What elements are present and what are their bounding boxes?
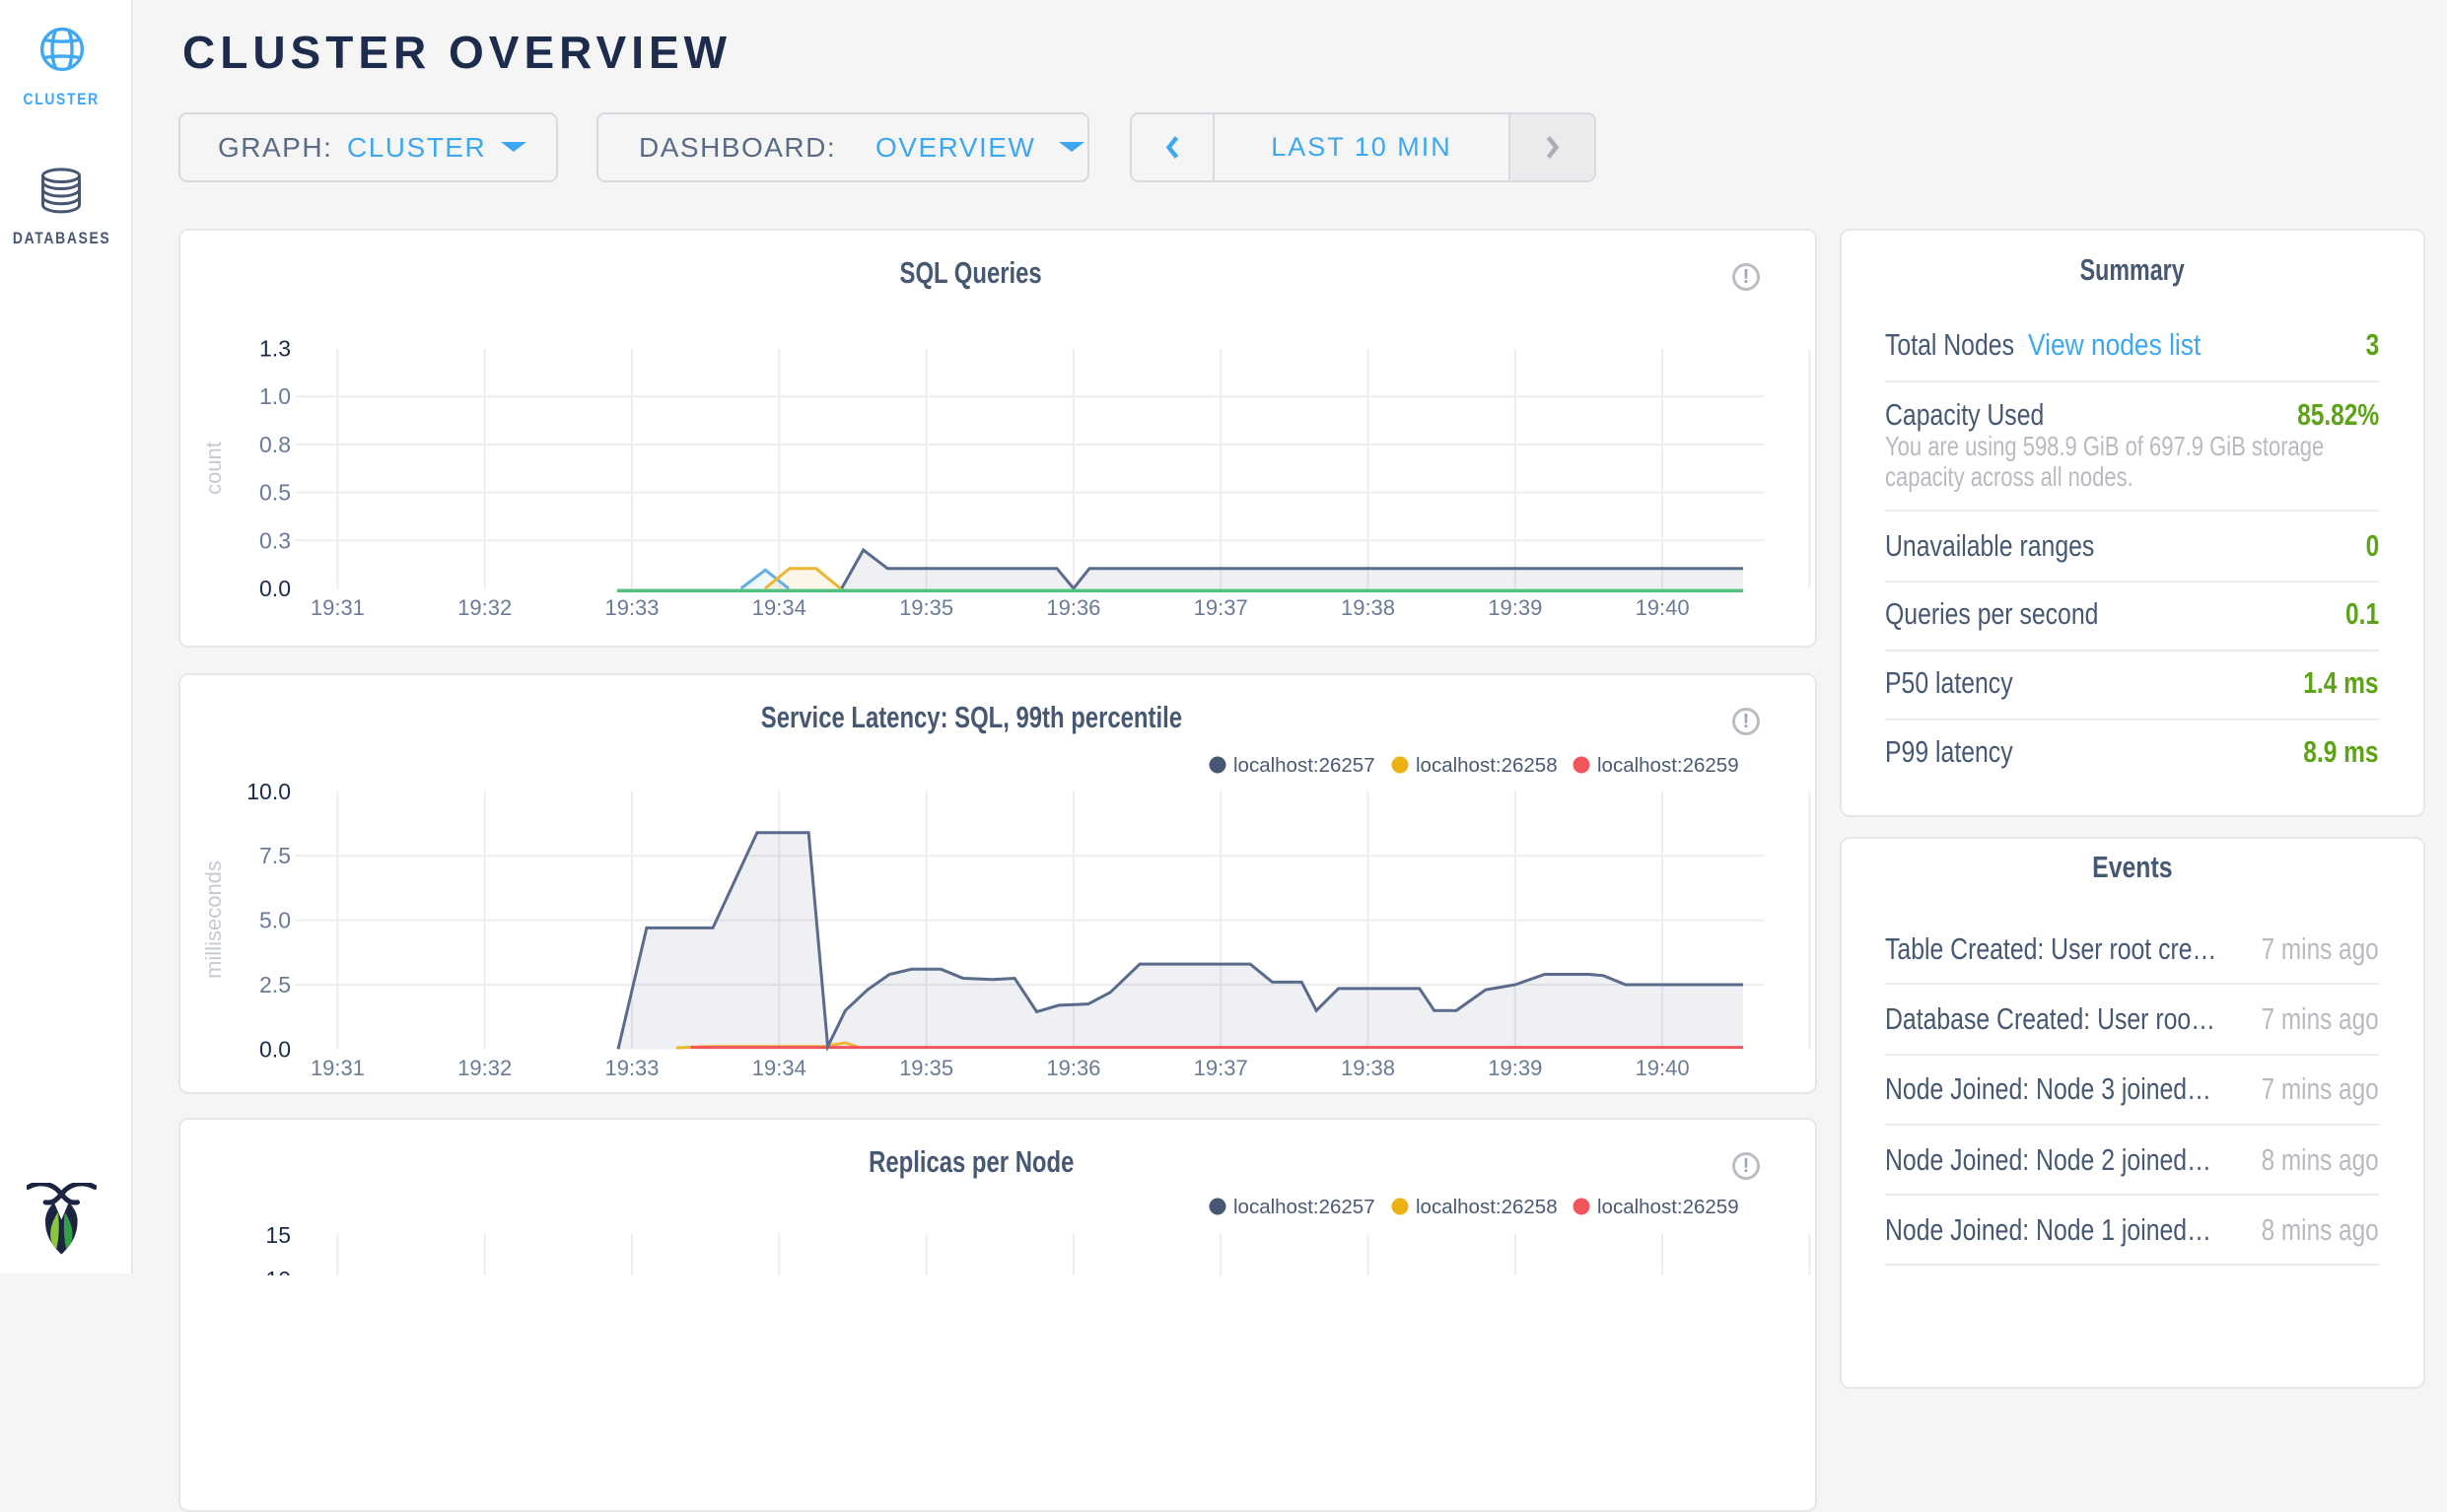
svg-text:5.0: 5.0 (259, 908, 291, 933)
svg-text:19:35: 19:35 (899, 595, 953, 620)
svg-text:19:33: 19:33 (604, 1056, 659, 1080)
svg-text:19:34: 19:34 (752, 595, 806, 620)
svg-text:15: 15 (265, 1222, 291, 1248)
svg-text:19:36: 19:36 (1046, 595, 1100, 620)
svg-text:10.0: 10.0 (246, 779, 291, 804)
svg-text:19:38: 19:38 (1341, 595, 1395, 620)
svg-text:19:39: 19:39 (1488, 1056, 1542, 1080)
svg-text:0.0: 0.0 (259, 576, 291, 601)
svg-text:19:33: 19:33 (604, 595, 659, 620)
svg-text:19:40: 19:40 (1636, 595, 1690, 620)
svg-text:19:39: 19:39 (1488, 595, 1542, 620)
svg-text:2.5: 2.5 (259, 972, 291, 997)
svg-text:0.3: 0.3 (259, 527, 291, 553)
svg-text:19:40: 19:40 (1636, 1056, 1690, 1080)
svg-text:localhost:26257: localhost:26257 (1233, 1196, 1375, 1218)
svg-text:10: 10 (265, 1267, 291, 1275)
svg-text:19:36: 19:36 (1046, 1056, 1100, 1080)
svg-text:milliseconds: milliseconds (201, 860, 226, 979)
svg-text:7.5: 7.5 (259, 843, 291, 868)
svg-text:0.5: 0.5 (259, 480, 291, 506)
svg-text:19:32: 19:32 (457, 1056, 512, 1080)
svg-text:localhost:26257: localhost:26257 (1233, 754, 1375, 777)
svg-text:1.3: 1.3 (259, 336, 291, 362)
svg-text:19:37: 19:37 (1194, 595, 1248, 620)
svg-text:19:32: 19:32 (457, 595, 512, 620)
svg-text:19:35: 19:35 (899, 1056, 953, 1080)
svg-text:localhost:26258: localhost:26258 (1416, 754, 1558, 777)
svg-text:0.0: 0.0 (259, 1036, 291, 1062)
svg-text:1.0: 1.0 (259, 383, 291, 409)
svg-text:19:38: 19:38 (1341, 1056, 1395, 1080)
svg-text:0.8: 0.8 (259, 432, 291, 457)
svg-text:localhost:26259: localhost:26259 (1597, 754, 1739, 777)
svg-text:count: count (201, 442, 226, 495)
svg-text:localhost:26259: localhost:26259 (1597, 1196, 1739, 1218)
svg-text:localhost:26258: localhost:26258 (1416, 1196, 1558, 1218)
svg-text:19:34: 19:34 (752, 1056, 806, 1080)
svg-text:19:31: 19:31 (311, 1056, 365, 1080)
svg-text:19:31: 19:31 (311, 595, 365, 620)
svg-text:19:37: 19:37 (1194, 1056, 1248, 1080)
